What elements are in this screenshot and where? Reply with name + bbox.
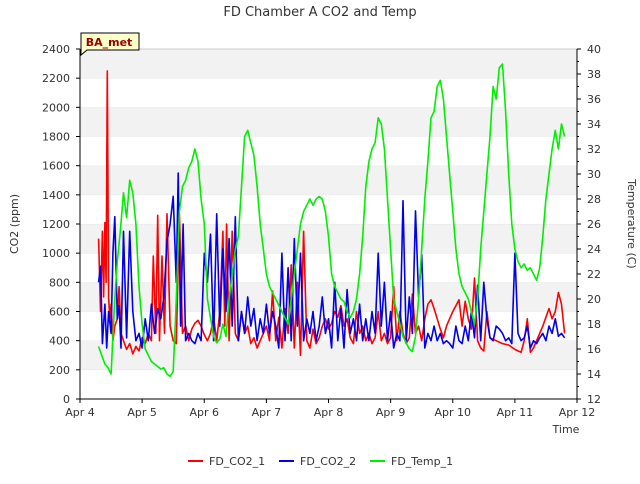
x-tick-label: Apr 12 <box>559 406 596 419</box>
series-line-fd-co2-2 <box>97 172 566 349</box>
y-right-tick-label: 20 <box>587 293 601 306</box>
x-tick-label: Apr 4 <box>65 406 95 419</box>
y-left-tick-label: 0 <box>63 393 70 406</box>
grid-band <box>80 369 577 399</box>
y-left-tick-label: 2200 <box>42 72 70 85</box>
y-left-tick-label: 200 <box>49 364 70 377</box>
y-left-tick-label: 1200 <box>42 218 70 231</box>
y-left-tick-label: 1800 <box>42 131 70 144</box>
x-axis-label: Time <box>552 423 580 436</box>
y-left-tick-label: 1600 <box>42 160 70 173</box>
x-tick-label: Apr 11 <box>497 406 534 419</box>
y-right-tick-label: 38 <box>587 68 601 81</box>
series-layer <box>97 63 566 378</box>
y-left-tick-label: 400 <box>49 335 70 348</box>
y-right-tick-label: 18 <box>587 318 601 331</box>
grid-band <box>80 340 577 370</box>
y-left-tick-label: 2000 <box>42 101 70 114</box>
grid-bands <box>80 48 577 399</box>
y-right-tick-label: 14 <box>587 368 601 381</box>
y-right-tick-label: 28 <box>587 193 601 206</box>
y-left-tick-label: 800 <box>49 276 70 289</box>
y-right-tick-label: 22 <box>587 268 601 281</box>
y-left-tick-label: 1000 <box>42 247 70 260</box>
y-right-tick-label: 34 <box>587 118 601 131</box>
y-left-tick-label: 2400 <box>42 43 70 56</box>
y-right-tick-label: 40 <box>587 43 601 56</box>
y-axis-left-label: CO2 (ppm) <box>8 194 21 254</box>
grid-band <box>80 107 577 137</box>
x-tick-label: Apr 8 <box>314 406 344 419</box>
grid-band <box>80 136 577 166</box>
y-axis-right-label: Temperature (C) <box>625 178 638 268</box>
badge: BA_met <box>80 32 140 57</box>
chart-title: FD Chamber A CO2 and Temp <box>223 5 416 20</box>
grid-band <box>80 78 577 108</box>
y-right-tick-label: 16 <box>587 343 601 356</box>
y-right-tick-label: 30 <box>587 168 601 181</box>
grid-band <box>80 194 577 224</box>
y-right-tick-label: 12 <box>587 393 601 406</box>
series-line-fd-co2-1 <box>97 70 566 357</box>
x-tick-label: Apr 6 <box>189 406 219 419</box>
x-tick-label: Apr 10 <box>434 406 471 419</box>
series-line-fd-temp-1 <box>97 63 566 378</box>
x-tick-label: Apr 9 <box>376 406 406 419</box>
axes-layer: 0 200 400 600 800 1000 1200 1400 1600 1800 2000 220… <box>42 43 601 419</box>
legend-label-fd-co2-2: FD_CO2_2 <box>300 455 356 468</box>
x-tick-label: Apr 7 <box>252 406 282 419</box>
badge-label: BA_met <box>86 36 133 49</box>
y-left-tick-label: 600 <box>49 306 70 319</box>
y-right-tick-label: 26 <box>587 218 601 231</box>
legend: FD_CO2_1 FD_CO2_2 FD_Temp_1 <box>188 455 453 468</box>
x-tick-label: Apr 5 <box>127 406 157 419</box>
legend-label-fd-temp-1: FD_Temp_1 <box>391 455 453 468</box>
y-right-tick-label: 36 <box>587 93 601 106</box>
y-right-tick-label: 32 <box>587 143 601 156</box>
grid-band <box>80 165 577 195</box>
y-right-tick-label: 24 <box>587 243 601 256</box>
legend-label-fd-co2-1: FD_CO2_1 <box>209 455 265 468</box>
grid-band <box>80 49 577 79</box>
badge-shape <box>80 32 140 57</box>
y-left-tick-label: 1400 <box>42 189 70 202</box>
